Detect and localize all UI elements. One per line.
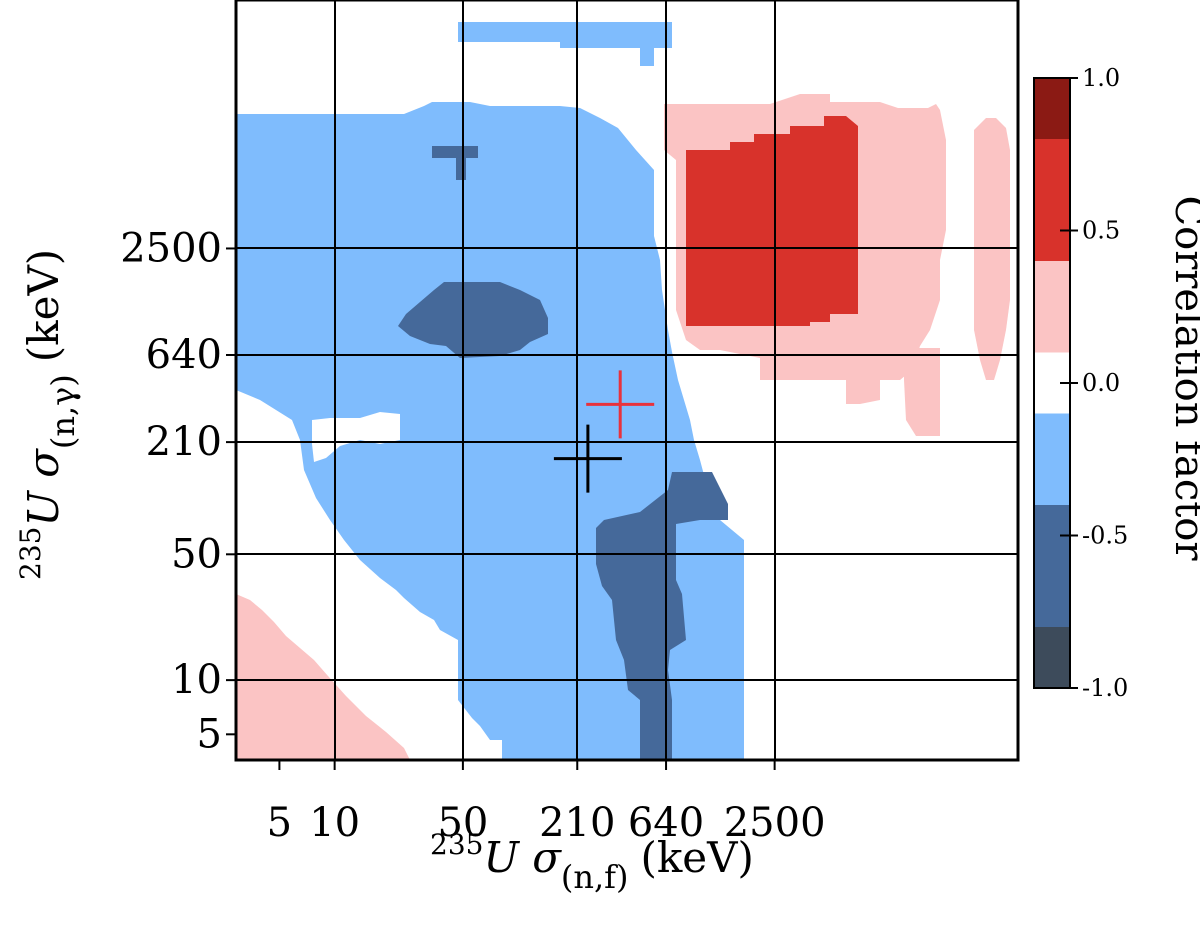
x-tick-label-210: 210 — [539, 800, 615, 846]
heatmap-regions — [236, 22, 1010, 760]
y-tick-label-5: 5 — [197, 711, 222, 757]
colorbar-bin-6 — [1034, 505, 1070, 627]
x-tick-label-50: 50 — [437, 800, 488, 846]
colorbar-bin-5 — [1034, 413, 1070, 505]
x-axis-title-prefix: 235 — [430, 828, 483, 861]
region-negative-strong-blob — [398, 282, 548, 358]
colorbar-tick-label-1: 1.0 — [1082, 64, 1120, 92]
region-positive-weak-corner — [236, 594, 410, 760]
x-tick-label-10: 10 — [309, 800, 360, 846]
y-tick-label-640: 640 — [146, 332, 222, 378]
colorbar-tick-label-3: 0.0 — [1082, 369, 1120, 397]
region-negative-moderate-top — [458, 22, 672, 66]
colorbar-tick-label-4: -0.5 — [1082, 522, 1128, 550]
colorbar-tick-label-2: 0.5 — [1082, 217, 1120, 245]
x-axis-title-main: U σ — [483, 833, 562, 882]
x-axis-title-sub: (n,f) — [561, 858, 629, 896]
plot-frame — [234, 0, 1020, 762]
colorbar-bin-2 — [1034, 139, 1070, 261]
x-axis-title-unit: (keV) — [640, 833, 753, 882]
x-axis-ticks: 5 10 50 210 640 2500 — [267, 760, 826, 846]
y-axis-title: 235U σ(n,γ) (keV) — [14, 249, 82, 580]
colorbar-bin-3 — [1034, 261, 1070, 353]
y-tick-label-210: 210 — [146, 419, 222, 465]
region-negative-strong-streak — [596, 472, 728, 760]
colorbar-title: Correlation factor — [1166, 196, 1200, 562]
y-axis-title-unit: (keV) — [19, 249, 68, 362]
region-negative-strong-t — [432, 146, 478, 180]
x-tick-label-2500: 2500 — [724, 800, 826, 846]
y-tick-label-50: 50 — [171, 531, 222, 577]
colorbar-tick-label-5: -1.0 — [1082, 674, 1128, 702]
y-axis-title-sub: (n,γ) — [44, 374, 82, 449]
region-positive-weak-side — [904, 348, 940, 436]
marker-cross-2 — [586, 370, 655, 439]
markers — [553, 370, 655, 493]
y-axis-title-main: U σ — [19, 448, 68, 527]
y-tick-label-10: 10 — [171, 657, 222, 703]
grid-lines — [236, 0, 1018, 760]
y-axis-title-prefix: 235 — [14, 527, 47, 580]
region-positive-strong-block — [686, 116, 858, 326]
y-tick-label-2500: 2500 — [120, 225, 222, 271]
x-tick-label-5: 5 — [267, 800, 292, 846]
colorbar-bin-7 — [1034, 627, 1070, 688]
y-axis-ticks: 5 10 50 210 640 2500 — [120, 225, 236, 757]
marker-cross-1 — [553, 424, 622, 493]
colorbar: 1.0 0.5 0.0 -0.5 -1.0 — [1033, 64, 1128, 702]
colorbar-bin-1 — [1034, 78, 1070, 139]
x-tick-label-640: 640 — [628, 800, 704, 846]
x-axis-title: 235U σ(n,f) (keV) — [430, 828, 754, 896]
